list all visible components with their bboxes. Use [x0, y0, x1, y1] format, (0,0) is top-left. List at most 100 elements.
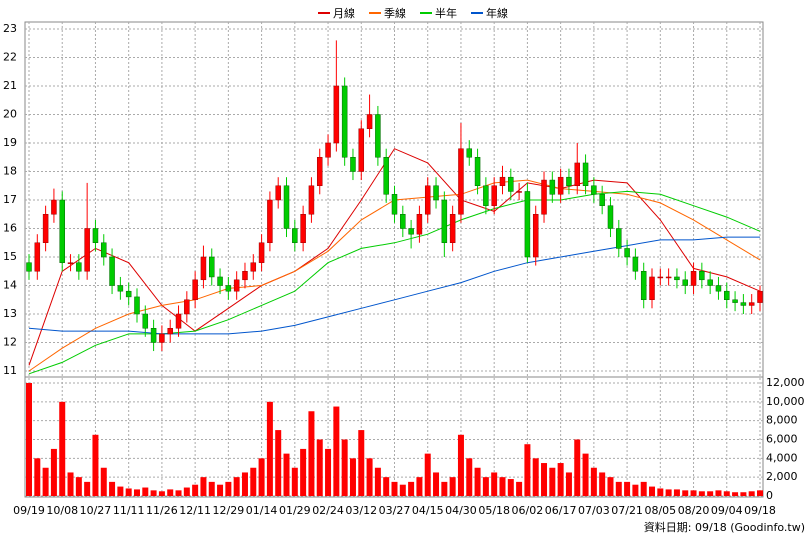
- x-tick-label: 07/03: [578, 504, 610, 517]
- candle-body: [159, 333, 165, 343]
- volume-bar: [142, 487, 149, 496]
- candle-body: [424, 185, 431, 215]
- volume-bar: [283, 453, 290, 496]
- volume-bar: [649, 486, 656, 496]
- y-tick-label: 13: [3, 307, 17, 320]
- volume-bar: [258, 458, 265, 496]
- volume-bar: [366, 458, 373, 496]
- candle-body: [267, 199, 273, 243]
- candle-body: [508, 176, 514, 192]
- candle-body: [117, 285, 124, 292]
- volume-bar: [333, 406, 340, 496]
- candle-body: [674, 276, 680, 281]
- volume-bar: [133, 489, 140, 496]
- candle-body: [325, 142, 331, 158]
- volume-bar: [308, 411, 315, 496]
- candle-body: [740, 302, 747, 306]
- x-tick-label: 04/15: [412, 504, 444, 517]
- volume-bar: [150, 490, 157, 496]
- candle-body: [624, 248, 630, 258]
- volume-bar: [300, 448, 307, 496]
- volume-bar: [416, 477, 423, 496]
- volume-bar: [449, 477, 456, 496]
- moving-average-line: [28, 148, 761, 366]
- x-tick-label: 12/29: [213, 504, 245, 517]
- volume-bar: [59, 401, 66, 496]
- volume-bar: [466, 458, 473, 496]
- candle-body: [209, 256, 215, 278]
- candle-body: [690, 271, 697, 286]
- candle-body: [217, 276, 223, 286]
- volume-bar: [109, 481, 116, 496]
- volume-bar: [92, 434, 99, 496]
- volume-bar: [158, 491, 165, 496]
- candle-body: [433, 185, 439, 201]
- candle-body: [632, 256, 639, 272]
- volume-bar: [565, 472, 572, 496]
- candle-body: [59, 199, 65, 263]
- volume-bar: [225, 481, 232, 496]
- candle-body: [499, 176, 506, 186]
- volume-bar: [482, 477, 489, 496]
- volume-bar: [266, 401, 273, 496]
- candle-body: [316, 157, 323, 186]
- volume-bar: [541, 463, 548, 496]
- volume-bar: [615, 481, 622, 496]
- candle-body: [150, 328, 157, 343]
- volume-bar: [75, 477, 82, 496]
- volume-bar: [574, 439, 581, 496]
- legend-label: 月線: [333, 6, 355, 20]
- y-tick-label: 22: [3, 51, 17, 64]
- volume-bar: [532, 458, 539, 496]
- volume-bar: [250, 467, 257, 496]
- x-tick-label: 08/05: [644, 504, 676, 517]
- volume-bar: [316, 439, 323, 496]
- candle-body: [757, 290, 763, 303]
- volume-bar: [217, 484, 224, 496]
- candle-body: [42, 214, 49, 243]
- y2-tick-label: 12,000: [766, 376, 805, 389]
- candle-body: [109, 256, 115, 286]
- candle-body: [84, 228, 90, 272]
- candle-body: [391, 194, 398, 215]
- volume-bar: [26, 383, 32, 496]
- candle-body: [582, 162, 589, 186]
- candle-body: [242, 271, 248, 281]
- volume-bar: [84, 481, 91, 496]
- candle-body: [532, 214, 539, 258]
- candle-body: [67, 262, 74, 264]
- candle-body: [599, 194, 605, 206]
- candle-body: [300, 214, 306, 243]
- x-tick-label: 05/18: [478, 504, 510, 517]
- volume-bar: [424, 453, 431, 496]
- candle-body: [724, 290, 730, 301]
- candle-body: [474, 157, 481, 186]
- y-tick-label: 16: [3, 222, 17, 235]
- candle-body: [416, 214, 423, 235]
- candle-body: [358, 128, 365, 172]
- footer: 資料日期: 09/18 (Goodinfo.tw): [644, 520, 805, 534]
- candle-body: [748, 302, 755, 306]
- candle-body: [233, 279, 240, 292]
- candle-body: [308, 185, 315, 215]
- volume-bar: [590, 467, 597, 496]
- y-tick-label: 20: [3, 108, 17, 121]
- volume-bar: [233, 477, 240, 496]
- candle-body: [640, 271, 647, 300]
- y-tick-label: 14: [3, 279, 17, 292]
- volume-bar: [715, 490, 722, 496]
- x-tick-label: 07/21: [611, 504, 643, 517]
- y2-tick-label: 10,000: [766, 395, 805, 408]
- volume-bar: [341, 439, 348, 496]
- volume-bar: [349, 458, 356, 496]
- y2-tick-label: 4,000: [766, 451, 798, 464]
- volume-bar: [499, 477, 506, 496]
- candle-body: [516, 191, 522, 193]
- volume-bar: [673, 489, 680, 496]
- x-tick-label: 11/11: [113, 504, 145, 517]
- candle-body: [375, 114, 381, 158]
- y-tick-label: 12: [3, 336, 17, 349]
- volume-bar: [657, 488, 664, 496]
- x-tick-label: 10/27: [80, 504, 112, 517]
- volume-bar: [474, 467, 481, 496]
